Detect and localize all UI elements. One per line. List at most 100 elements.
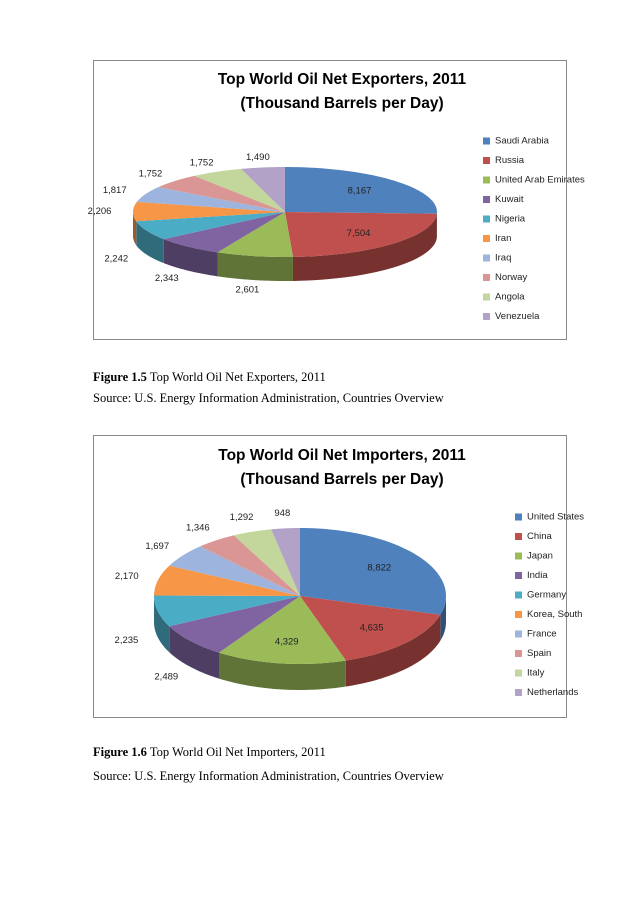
legend-swatch	[515, 669, 522, 677]
slice-top	[271, 528, 300, 596]
data-label: 1,752	[190, 157, 214, 168]
data-label: 2,170	[115, 571, 139, 582]
slice-top	[300, 596, 441, 661]
pie-slice	[300, 596, 441, 687]
legend-swatch	[515, 513, 522, 521]
legend-swatch	[515, 533, 522, 540]
data-label: 1,490	[246, 152, 270, 163]
legend-label: Spain	[527, 648, 551, 659]
legend-label: Nigeria	[495, 214, 526, 225]
pie-slice	[285, 167, 437, 238]
legend-swatch	[483, 274, 490, 281]
legend-label: United Arab Emirates	[495, 175, 585, 186]
slice-top	[240, 167, 285, 212]
pie-slice	[200, 535, 300, 596]
slice-top	[158, 175, 285, 212]
chart-title: Top World Oil Net Importers, 2011	[218, 447, 466, 464]
legend-label: Italy	[527, 668, 545, 679]
data-label: 1,752	[139, 169, 163, 180]
pie-slice	[300, 528, 446, 641]
slice-top	[154, 565, 300, 596]
figure-text: Top World Oil Net Exporters, 2011	[150, 370, 326, 384]
pie-slice	[154, 595, 300, 653]
legend-label: Venezuela	[495, 311, 540, 322]
data-label: 1,346	[186, 523, 210, 534]
legend-swatch	[483, 137, 490, 145]
pie-slice	[194, 168, 285, 212]
legend-swatch	[483, 254, 490, 262]
slice-side	[169, 626, 220, 679]
pie-slice	[158, 175, 285, 212]
legend-label: Iran	[495, 233, 511, 244]
data-label: 4,329	[275, 636, 299, 647]
chart-frame	[93, 60, 567, 340]
figure-number: Figure 1.5	[93, 370, 147, 384]
pie-slice	[136, 212, 285, 264]
pie-slice	[136, 187, 285, 212]
legend-label: Angola	[495, 292, 525, 303]
legend-label: Norway	[495, 272, 527, 283]
legend-label: Russia	[495, 155, 525, 166]
pie-slice	[217, 212, 293, 281]
legend-label: Iraq	[495, 253, 511, 264]
legend-label: Korea, South	[527, 609, 582, 620]
data-label: 2,242	[104, 253, 128, 264]
slice-top	[285, 167, 437, 214]
slice-top	[136, 212, 285, 240]
legend-label: France	[527, 629, 557, 640]
legend-label: India	[527, 570, 548, 581]
slice-top	[163, 212, 285, 253]
pie-slice	[169, 546, 300, 596]
pie-slice	[271, 528, 300, 596]
slice-top	[233, 529, 300, 596]
data-label: 1,697	[145, 541, 169, 552]
slice-top	[154, 595, 300, 627]
legend-swatch	[515, 611, 522, 618]
slice-top	[133, 201, 285, 222]
figure-caption: Figure 1.6 Top World Oil Net Importers, …	[93, 745, 326, 759]
legend-label: Japan	[527, 551, 553, 562]
legend-swatch	[483, 157, 490, 164]
figure-number: Figure 1.6	[93, 745, 147, 759]
slice-side	[136, 221, 164, 264]
legend-swatch	[515, 689, 522, 696]
data-label: 8,822	[367, 563, 391, 574]
slice-side	[440, 596, 446, 641]
pie-slice	[169, 596, 300, 679]
slice-side	[219, 652, 346, 690]
data-label: 4,635	[360, 623, 384, 634]
legend-swatch	[483, 176, 490, 184]
data-label: 948	[274, 508, 290, 519]
slice-top	[169, 546, 300, 596]
chart-subtitle: (Thousand Barrels per Day)	[240, 95, 443, 112]
legend-swatch	[483, 215, 490, 223]
chart-subtitle: (Thousand Barrels per Day)	[240, 471, 443, 488]
legend-swatch	[515, 591, 522, 599]
chart-frame	[93, 435, 567, 718]
legend-swatch	[515, 650, 522, 657]
slice-side	[133, 212, 137, 246]
data-label: 2,343	[155, 273, 179, 284]
data-label: 2,601	[236, 284, 260, 295]
slice-top	[217, 212, 293, 257]
legend-label: Netherlands	[527, 687, 578, 698]
chart-title: Top World Oil Net Exporters, 2011	[218, 71, 467, 88]
legend-swatch	[515, 630, 522, 638]
legend-label: Kuwait	[495, 194, 524, 205]
pie-slice	[133, 201, 285, 246]
data-label: 2,235	[115, 635, 139, 646]
data-label: 2,206	[88, 206, 112, 217]
slice-top	[136, 187, 285, 212]
figure-caption: Figure 1.5 Top World Oil Net Exporters, …	[93, 370, 326, 384]
legend-label: Germany	[527, 590, 566, 601]
data-label: 7,504	[347, 228, 371, 239]
legend-swatch	[483, 293, 490, 301]
pie-slice	[219, 596, 346, 690]
legend-label: China	[527, 531, 553, 542]
slice-side	[154, 596, 170, 653]
data-label: 2,489	[154, 671, 178, 682]
slice-side	[292, 213, 437, 281]
slice-top	[219, 596, 346, 664]
